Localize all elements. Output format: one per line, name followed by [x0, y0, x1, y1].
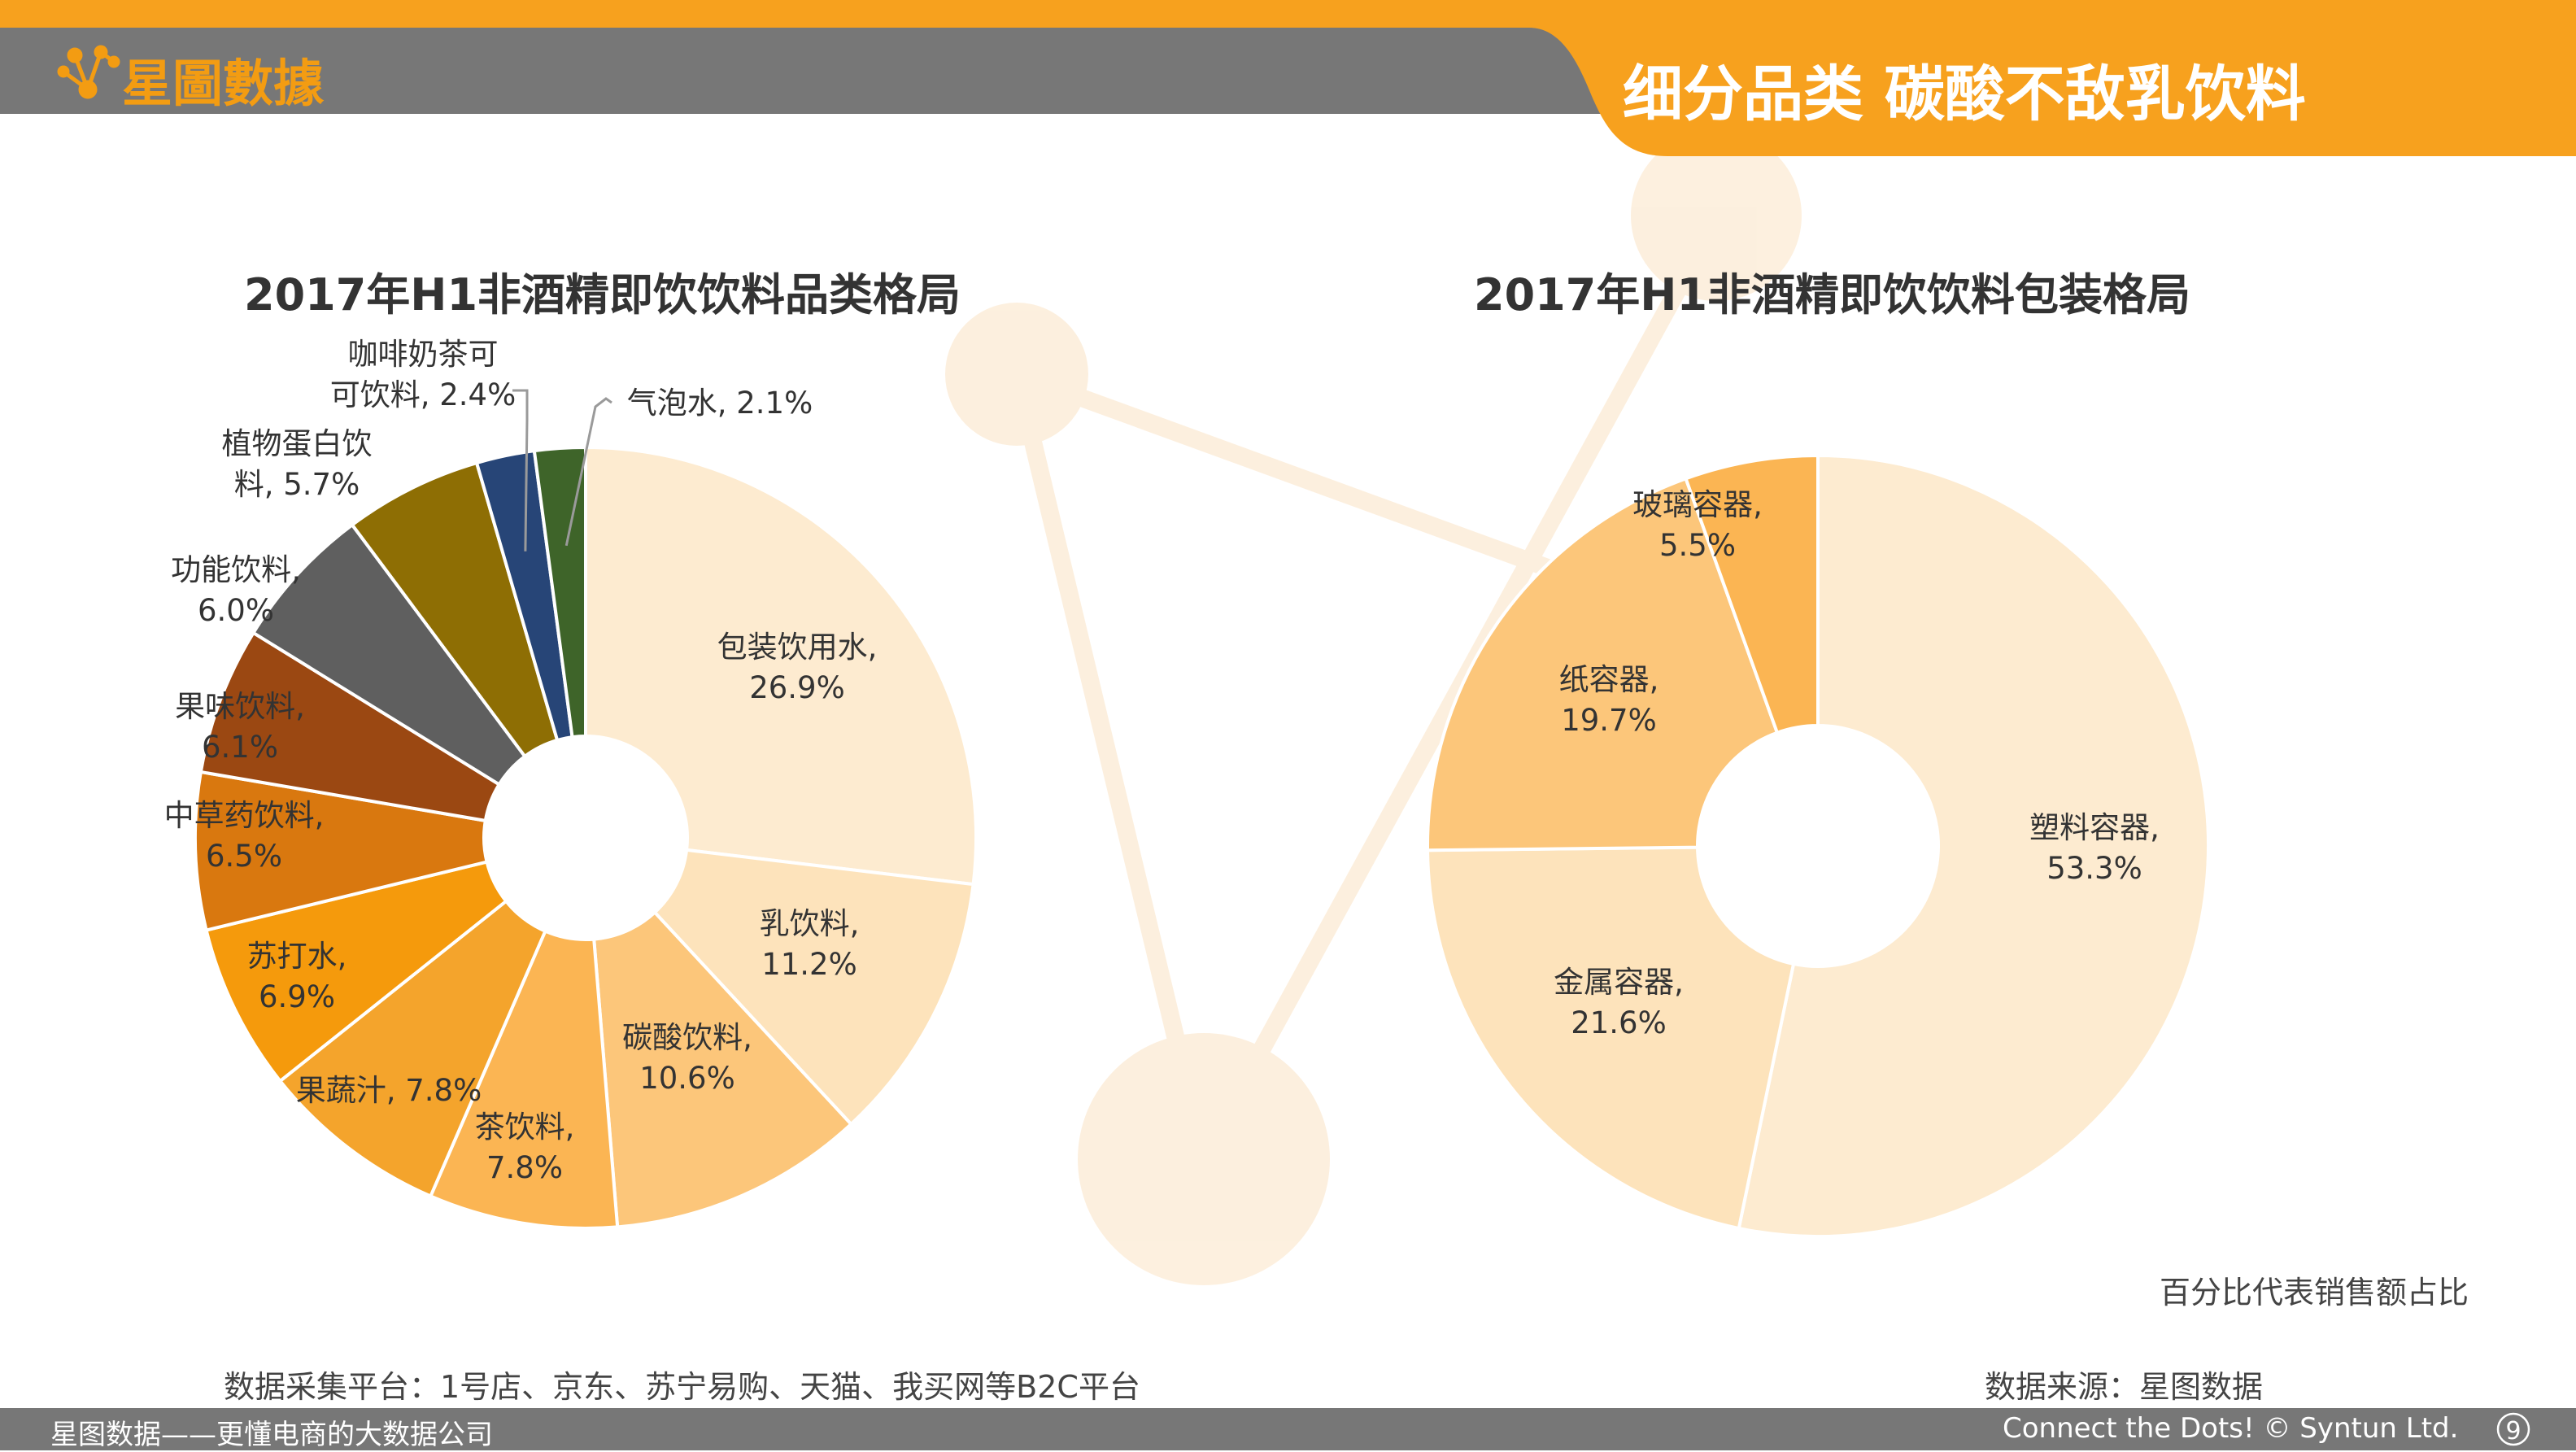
- page-number: 9: [2505, 1417, 2521, 1445]
- pie-slice-1-1: [1426, 845, 1796, 1231]
- pie-slice-0-9: [350, 460, 560, 759]
- page-number-circle: [2496, 1412, 2530, 1446]
- leader-line-10: [512, 389, 529, 552]
- logo-icon: [57, 45, 120, 99]
- data-label-0-6: 中草药饮料, 6.5%: [164, 798, 325, 874]
- footer-tagline: 星图数据——更懂电商的大数据公司: [50, 1419, 493, 1451]
- category-pie-chart: 包装饮用水, 26.9% 乳饮料, 11.2%碳酸饮料, 10.6% 茶饮料, 7.8%果蔬…: [164, 337, 978, 1230]
- data-label-0-8: 功能饮料, 6.0%: [171, 552, 301, 628]
- pie-slice-0-0: [584, 445, 978, 887]
- packaging-pie-chart: 塑料容器, 53.3% 金属容器, 21.6% 纸容器, 19.7% 玻璃容器, 5.5%: [1426, 453, 2210, 1238]
- packaging-chart-title: 2017年H1非酒精即饮饮料包装格局: [1474, 269, 2191, 320]
- pie-slice-0-7: [198, 630, 502, 823]
- data-label-0-7: 果味饮料, 6.1%: [175, 689, 305, 765]
- pie-slice-1-3: [1684, 453, 1820, 735]
- percent-note: 百分比代表销售额占比: [2160, 1275, 2469, 1310]
- data-label-0-5: 苏打水, 6.9%: [247, 939, 347, 1014]
- collection-platform-note: 数据采集平台：1号店、京东、苏宁易购、天猫、我买网等B2C平台: [224, 1369, 1140, 1405]
- data-label-1-0: 塑料容器, 53.3%: [2029, 810, 2160, 886]
- pie-slice-0-5: [204, 860, 509, 1084]
- data-source-note: 数据来源：星图数据: [1985, 1369, 2264, 1405]
- data-label-0-10: 咖啡奶茶可可饮料, 2.4%: [330, 337, 517, 412]
- pie-slice-0-3: [428, 929, 620, 1230]
- pie-slice-0-2: [592, 909, 854, 1229]
- data-label-0-0: 包装饮用水, 26.9%: [717, 630, 878, 705]
- leader-line-11: [564, 397, 612, 547]
- banner-title: 细分品类 碳酸不敌乳饮料: [1623, 59, 2306, 129]
- data-label-0-9: 植物蛋白饮料, 5.7%: [222, 426, 373, 502]
- pie-slice-0-6: [194, 770, 489, 932]
- header-bar: [0, 0, 2576, 156]
- data-label-0-11: 气泡水, 2.1%: [627, 386, 813, 421]
- data-label-0-1: 乳饮料, 11.2%: [760, 906, 860, 982]
- data-label-1-3: 玻璃容器, 5.5%: [1632, 487, 1763, 563]
- logo-text: 星圖數據: [122, 54, 325, 113]
- pie-slice-0-1: [652, 848, 975, 1127]
- data-label-1-1: 金属容器, 21.6%: [1554, 965, 1684, 1040]
- data-label-0-3: 茶饮料, 7.8%: [475, 1110, 575, 1185]
- pie-slice-1-2: [1426, 476, 1780, 852]
- data-label-1-2: 纸容器, 19.7%: [1559, 662, 1659, 738]
- pie-slice-1-0: [1737, 453, 2210, 1238]
- data-label-0-2: 碳酸饮料, 10.6%: [622, 1020, 752, 1096]
- category-chart-title: 2017年H1非酒精即饮饮料品类格局: [244, 269, 961, 320]
- data-label-0-4: 果蔬汁, 7.8%: [296, 1073, 482, 1108]
- footer-copyright: Connect the Dots! © Syntun Ltd.: [2003, 1412, 2459, 1445]
- footer-bar: [0, 1408, 2576, 1450]
- pie-slice-0-4: [277, 899, 547, 1199]
